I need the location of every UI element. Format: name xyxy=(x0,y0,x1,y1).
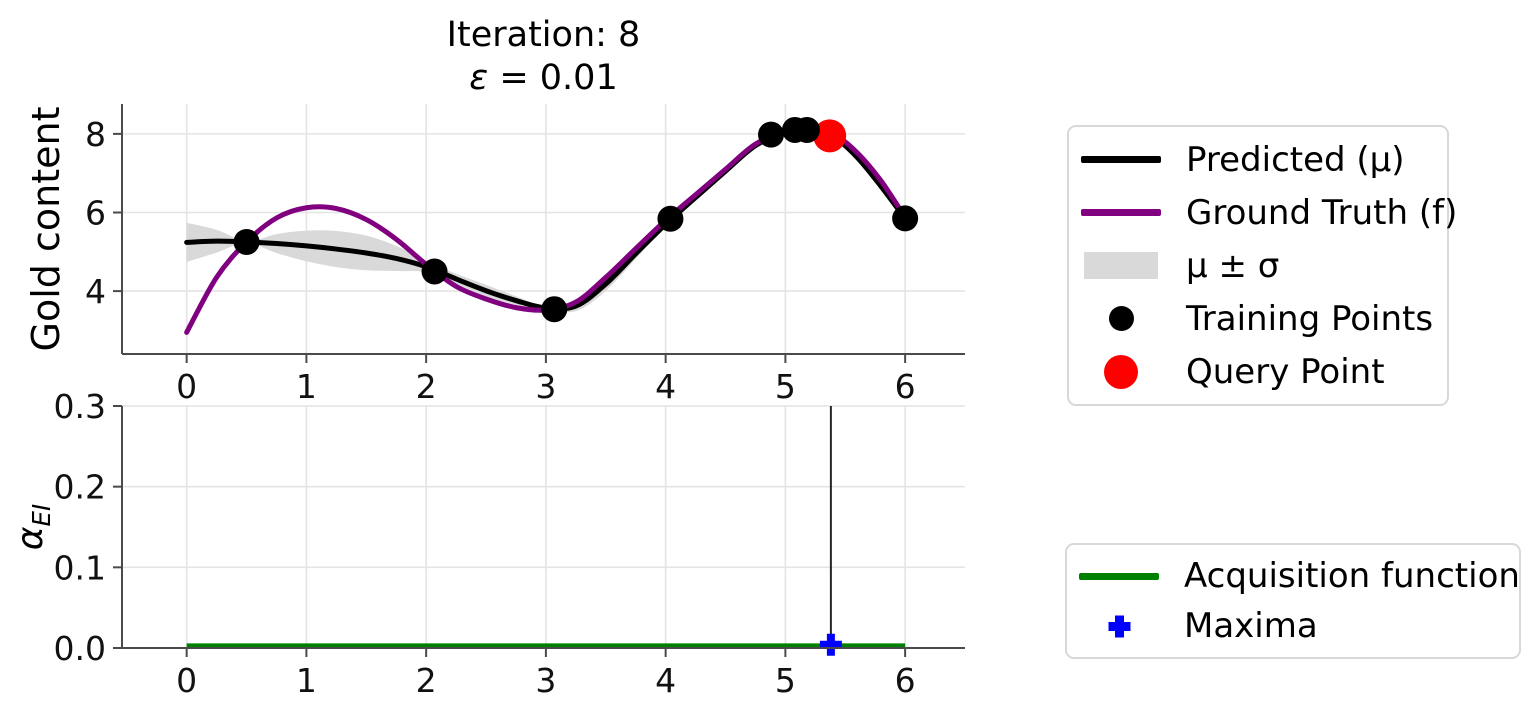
x-tick-label: 0 xyxy=(176,661,197,700)
legend-label-ground-truth: Ground Truth (f) xyxy=(1186,192,1458,233)
y-tick-label: 0.3 xyxy=(54,387,106,426)
training-point xyxy=(233,228,260,255)
training-point-swatch xyxy=(1108,306,1134,331)
legend-item-acquisition: Acquisition function xyxy=(1067,551,1520,601)
chart-title: Iteration: 8 ε = 0.01 xyxy=(122,14,965,100)
alpha-symbol: α xyxy=(9,526,51,551)
legend-item-sigma-band: μ ± σ xyxy=(1069,239,1447,292)
swatch-cell xyxy=(1079,572,1159,580)
y-tick-label: 6 xyxy=(85,193,106,232)
swatch-cell xyxy=(1081,209,1161,216)
ground-truth-line-swatch xyxy=(1081,209,1161,216)
x-tick-label: 1 xyxy=(296,367,317,406)
x-tick-label: 0 xyxy=(176,367,197,406)
sigma-band xyxy=(186,128,906,313)
y-tick-label: 0.2 xyxy=(54,468,106,507)
x-tick-label: 2 xyxy=(416,661,437,700)
swatch-cell xyxy=(1081,354,1161,389)
title-line-epsilon: ε = 0.01 xyxy=(122,57,965,100)
x-tick-label: 1 xyxy=(296,661,317,700)
swatch-cell xyxy=(1079,613,1159,640)
bottom-y-axis-label: αEI xyxy=(10,504,56,550)
training-point xyxy=(793,116,820,143)
legend-top: Predicted (μ) Ground Truth (f) μ ± σ Tra… xyxy=(1067,125,1457,406)
epsilon-value: = 0.01 xyxy=(488,58,618,98)
swatch-cell xyxy=(1081,306,1161,331)
title-line-iteration: Iteration: 8 xyxy=(446,15,641,55)
predicted-line-swatch xyxy=(1081,156,1161,163)
x-tick-label: 4 xyxy=(655,661,676,700)
alpha-subscript: EI xyxy=(27,503,57,527)
top-y-axis-label: Gold content xyxy=(24,106,68,352)
query-point xyxy=(813,119,847,153)
x-tick-label: 5 xyxy=(775,661,796,700)
legend-item-training-points: Training Points xyxy=(1069,292,1447,345)
x-tick-label: 5 xyxy=(775,367,796,406)
training-point xyxy=(421,258,448,285)
legend-label-training-points: Training Points xyxy=(1186,298,1434,339)
x-tick-label: 6 xyxy=(895,661,916,700)
x-tick-label: 6 xyxy=(895,367,916,406)
y-tick-label: 4 xyxy=(85,272,106,311)
legend-bottom: Acquisition function Maxima xyxy=(1065,543,1521,659)
x-tick-label: 3 xyxy=(535,661,556,700)
training-point xyxy=(657,205,684,232)
epsilon-symbol: ε xyxy=(469,58,489,98)
legend-label-query-point: Query Point xyxy=(1186,351,1385,392)
legend-item-predicted: Predicted (μ) xyxy=(1069,133,1447,186)
legend-label-predicted: Predicted (μ) xyxy=(1186,139,1405,180)
maxima-marker xyxy=(819,633,842,656)
swatch-cell xyxy=(1081,252,1161,279)
swatch-cell xyxy=(1081,156,1161,163)
x-tick-label: 2 xyxy=(416,367,437,406)
training-point xyxy=(541,296,568,323)
legend-label-acquisition: Acquisition function xyxy=(1184,556,1520,596)
legend-item-query-point: Query Point xyxy=(1069,345,1447,398)
x-tick-label: 4 xyxy=(655,367,676,406)
y-tick-label: 0.0 xyxy=(54,629,106,668)
query-point-swatch xyxy=(1104,354,1138,389)
y-tick-label: 8 xyxy=(85,115,106,154)
training-point xyxy=(758,121,785,148)
legend-label-maxima: Maxima xyxy=(1184,606,1318,646)
acquisition-line-swatch xyxy=(1079,572,1159,580)
training-point xyxy=(892,205,919,232)
y-tick-label: 0.1 xyxy=(54,548,106,587)
maxima-plus-icon xyxy=(1108,615,1130,637)
legend-item-ground-truth: Ground Truth (f) xyxy=(1069,186,1457,239)
legend-label-sigma-band: μ ± σ xyxy=(1186,245,1280,286)
x-tick-label: 3 xyxy=(535,367,556,406)
sigma-band-swatch xyxy=(1084,252,1158,279)
legend-item-maxima: Maxima xyxy=(1067,601,1519,651)
